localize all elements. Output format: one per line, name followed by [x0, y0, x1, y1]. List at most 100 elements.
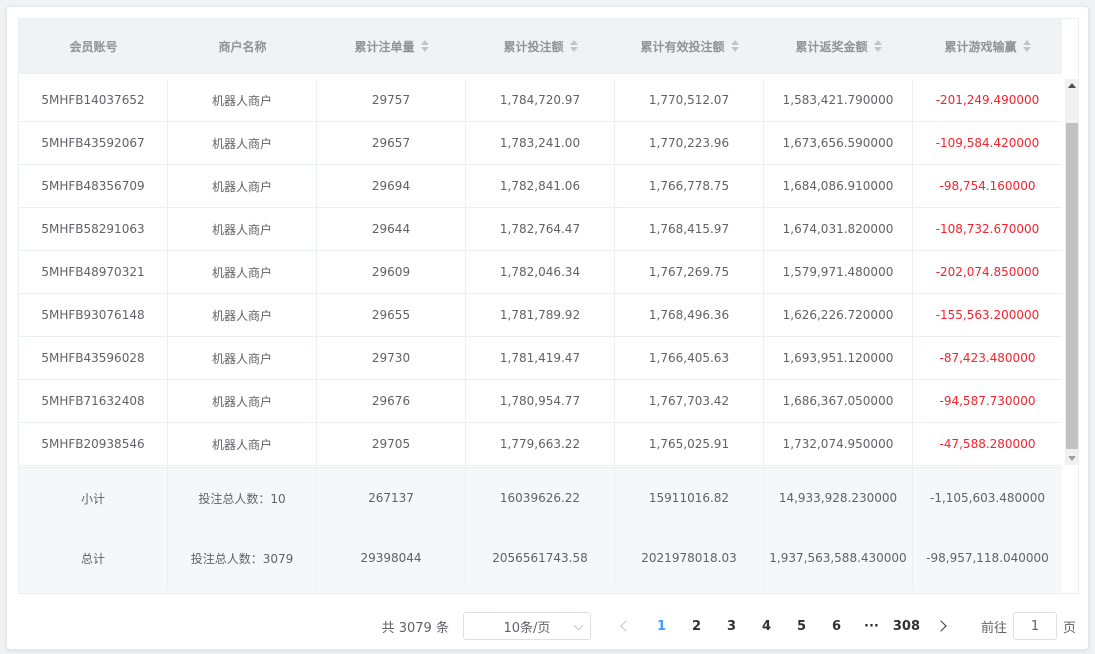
page-size-value: 10条/页	[503, 620, 551, 636]
cell-member-account: 5MHFB48356709	[19, 165, 168, 207]
summary-cell-merchant-name: 投注总人数：3079	[168, 528, 317, 588]
cell-bet-count: 29644	[317, 208, 466, 250]
page-button-1[interactable]: 1	[656, 618, 666, 634]
next-page-button[interactable]	[924, 612, 959, 640]
page-button-2[interactable]: 2	[691, 618, 701, 634]
cell-bet-count: 29676	[317, 380, 466, 422]
sort-icon[interactable]	[420, 40, 429, 52]
summary-cell-bet-amount: 2056561743.58	[466, 528, 615, 588]
table-row[interactable]: 5MHFB43592067 机器人商户 29657 1,783,241.00 1,770…	[19, 122, 1062, 165]
cell-merchant-name: 机器人商户	[168, 165, 317, 207]
summary-cell-valid-bet-amount: 15911016.82	[615, 468, 764, 528]
cell-bet-count: 29655	[317, 294, 466, 336]
sort-icon[interactable]	[1022, 40, 1031, 52]
cell-valid-bet-amount: 1,768,415.97	[615, 208, 764, 250]
cell-payout-amount: 1,674,031.820000	[764, 208, 913, 250]
cell-valid-bet-amount: 1,768,496.36	[615, 294, 764, 336]
table-body: 5MHFB14037652 机器人商户 29757 1,784,720.97 1,770…	[19, 79, 1062, 466]
prev-page-button[interactable]	[609, 612, 644, 640]
scrollbar-thumb[interactable]	[1066, 123, 1078, 449]
table-row[interactable]: 5MHFB48356709 机器人商户 29694 1,782,841.06 1,766…	[19, 165, 1062, 208]
table-card: 会员账号 商户名称 累计注单量 累计投注额 累计有效投注额 累计返奖金额 累计游…	[6, 6, 1089, 650]
more-pages-ellipsis[interactable]: ···	[864, 618, 879, 634]
cell-valid-bet-amount: 1,766,405.63	[615, 337, 764, 379]
cell-merchant-name: 机器人商户	[168, 208, 317, 250]
chevron-right-icon	[935, 620, 948, 632]
cell-member-account: 5MHFB14037652	[19, 79, 168, 121]
cell-valid-bet-amount: 1,770,223.96	[615, 122, 764, 164]
header-game-winloss[interactable]: 累计游戏输赢	[913, 19, 1062, 73]
summary-cell-bet-count: 267137	[317, 468, 466, 528]
cell-merchant-name: 机器人商户	[168, 423, 317, 465]
cell-game-winloss: -98,754.160000	[939, 179, 1036, 193]
page-button-3[interactable]: 3	[726, 618, 736, 634]
header-payout-amount[interactable]: 累计返奖金额	[764, 19, 913, 73]
cell-bet-amount: 1,784,720.97	[466, 79, 615, 121]
goto-suffix: 页	[1062, 620, 1076, 636]
cell-game-winloss: -94,587.730000	[939, 394, 1036, 408]
cell-bet-count: 29705	[317, 423, 466, 465]
page-button-6[interactable]: 6	[831, 618, 841, 634]
cell-game-winloss: -155,563.200000	[935, 308, 1040, 322]
cell-game-winloss: -108,732.670000	[935, 222, 1040, 236]
cell-member-account: 5MHFB20938546	[19, 423, 168, 465]
sort-icon[interactable]	[873, 40, 882, 52]
cell-bet-count: 29694	[317, 165, 466, 207]
sort-icon[interactable]	[730, 40, 739, 52]
cell-game-winloss: -47,588.280000	[939, 437, 1036, 451]
summary-cell-member-account: 小计	[19, 468, 168, 528]
header-valid-bet-amount[interactable]: 累计有效投注额	[615, 19, 764, 73]
cell-bet-amount: 1,782,046.34	[466, 251, 615, 293]
cell-valid-bet-amount: 1,770,512.07	[615, 79, 764, 121]
cell-member-account: 5MHFB43596028	[19, 337, 168, 379]
page-size-select[interactable]: 10条/页	[462, 612, 591, 640]
table-row[interactable]: 5MHFB14037652 机器人商户 29757 1,784,720.97 1,770…	[19, 79, 1062, 122]
cell-payout-amount: 1,579,971.480000	[764, 251, 913, 293]
table-row[interactable]: 5MHFB48970321 机器人商户 29609 1,782,046.34 1,767…	[19, 251, 1062, 294]
cell-bet-amount: 1,782,764.47	[466, 208, 615, 250]
vertical-scrollbar[interactable]	[1065, 79, 1078, 465]
header-bet-amount[interactable]: 累计投注额	[466, 19, 615, 73]
sort-icon[interactable]	[569, 40, 578, 52]
cell-payout-amount: 1,684,086.910000	[764, 165, 913, 207]
table-row[interactable]: 5MHFB43596028 机器人商户 29730 1,781,419.47 1,766…	[19, 337, 1062, 380]
goto-page-input[interactable]	[1012, 612, 1057, 640]
header-member-account: 会员账号	[69, 39, 118, 54]
cell-bet-amount: 1,783,241.00	[466, 122, 615, 164]
cell-bet-count: 29657	[317, 122, 466, 164]
table-row[interactable]: 5MHFB20938546 机器人商户 29705 1,779,663.22 1,765…	[19, 423, 1062, 466]
stats-table: 会员账号 商户名称 累计注单量 累计投注额 累计有效投注额 累计返奖金额 累计游…	[18, 18, 1079, 594]
header-gutter	[1062, 19, 1078, 74]
header-merchant-name: 商户名称	[218, 39, 267, 54]
table-row[interactable]: 5MHFB71632408 机器人商户 29676 1,780,954.77 1,767…	[19, 380, 1062, 423]
total-count: 共 3079 条	[381, 620, 449, 636]
page-button-4[interactable]: 4	[761, 618, 771, 634]
summary-cell-valid-bet-amount: 2021978018.03	[615, 528, 764, 588]
pagination: 共 3079 条 10条/页 1 2 3 4 5 6 ··· 308 前往 页	[7, 609, 1090, 643]
cell-bet-amount: 1,780,954.77	[466, 380, 615, 422]
cell-game-winloss: -109,584.420000	[935, 136, 1040, 150]
header-bet-count[interactable]: 累计注单量	[317, 19, 466, 73]
cell-bet-count: 29609	[317, 251, 466, 293]
table-row[interactable]: 5MHFB58291063 机器人商户 29644 1,782,764.47 1,768…	[19, 208, 1062, 251]
cell-merchant-name: 机器人商户	[168, 251, 317, 293]
cell-member-account: 5MHFB43592067	[19, 122, 168, 164]
cell-bet-amount: 1,782,841.06	[466, 165, 615, 207]
cell-merchant-name: 机器人商户	[168, 380, 317, 422]
cell-member-account: 5MHFB71632408	[19, 380, 168, 422]
table-row[interactable]: 5MHFB93076148 机器人商户 29655 1,781,789.92 1,768…	[19, 294, 1062, 337]
cell-game-winloss: -202,074.850000	[935, 265, 1040, 279]
summary-cell-game-winloss: -98,957,118.040000	[913, 528, 1062, 588]
table-header: 会员账号 商户名称 累计注单量 累计投注额 累计有效投注额 累计返奖金额 累计游…	[19, 19, 1062, 74]
cell-member-account: 5MHFB58291063	[19, 208, 168, 250]
scroll-up-arrow-icon[interactable]	[1068, 83, 1076, 88]
cell-bet-count: 29730	[317, 337, 466, 379]
summary-cell-payout-amount: 1,937,563,588.430000	[764, 528, 913, 588]
summary-cell-bet-amount: 16039626.22	[466, 468, 615, 528]
scroll-down-arrow-icon[interactable]	[1068, 456, 1076, 461]
cell-member-account: 5MHFB48970321	[19, 251, 168, 293]
page-button-last[interactable]: 308	[892, 618, 921, 634]
cell-valid-bet-amount: 1,766,778.75	[615, 165, 764, 207]
cell-merchant-name: 机器人商户	[168, 337, 317, 379]
page-button-5[interactable]: 5	[796, 618, 806, 634]
